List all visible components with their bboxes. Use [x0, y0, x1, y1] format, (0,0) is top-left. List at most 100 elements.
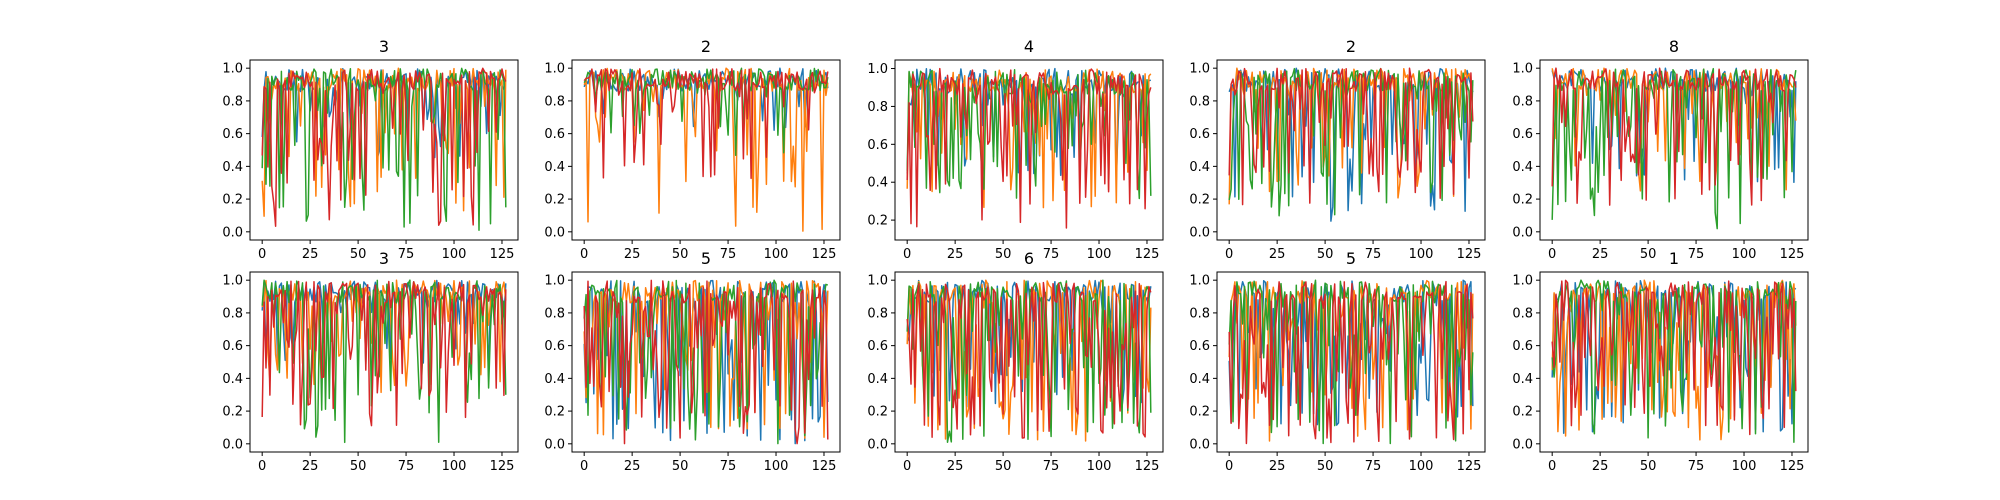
- subplot-title: 5: [1346, 249, 1356, 268]
- axes-frame: [1539, 59, 1809, 241]
- subplot-title: 3: [379, 249, 389, 268]
- y-tick-label: 0.0: [544, 437, 565, 452]
- axes-frame: [1216, 59, 1486, 241]
- x-tick-label: 100: [1732, 247, 1757, 262]
- y-tick-label: 0.2: [222, 405, 243, 420]
- y-tick-label: 1.0: [1512, 62, 1533, 77]
- series-group: [906, 279, 1152, 444]
- y-tick-label: 0.4: [867, 372, 888, 387]
- x-tick-label: 100: [1087, 247, 1112, 262]
- y-tick-label: 0.6: [1189, 127, 1210, 142]
- y-tick-label: 0.4: [1189, 160, 1210, 175]
- y-tick-label: 0.4: [1189, 372, 1210, 387]
- y-tick-label: 1.0: [222, 62, 243, 77]
- x-tick-label: 100: [1409, 459, 1434, 474]
- x-tick-label: 100: [1732, 459, 1757, 474]
- axes-frame: [1216, 271, 1486, 453]
- x-tick-label: 125: [1457, 247, 1482, 262]
- axes-frame: [249, 271, 519, 453]
- series-line-4: [1551, 279, 1797, 436]
- subplot-1: 3 0 25 50 75 100 125 0.0 0.2 0.4 0.6 0.8 1.0: [222, 37, 519, 262]
- y-tick-label: 0.8: [222, 94, 243, 109]
- y-tick-label: 0.0: [1512, 437, 1533, 452]
- x-tick-label: 125: [1457, 459, 1482, 474]
- series-group: [1228, 279, 1474, 445]
- axes-frame: [571, 59, 841, 241]
- x-tick-label: 25: [947, 247, 964, 262]
- x-tick-label: 0: [580, 459, 588, 474]
- x-tick-label: 50: [672, 247, 689, 262]
- subplot-4: 2 0 25 50 75 100 125 0.0 0.2 0.4 0.6 0.8 1.0: [1189, 37, 1486, 262]
- x-tick-label: 125: [1135, 459, 1160, 474]
- y-tick-label: 0.4: [544, 372, 565, 387]
- x-tick-label: 125: [812, 459, 837, 474]
- x-tick-label: 25: [624, 459, 641, 474]
- x-tick-label: 0: [903, 247, 911, 262]
- subplot-title: 2: [701, 37, 711, 56]
- x-tick-label: 25: [1592, 247, 1609, 262]
- x-tick-label: 125: [1780, 459, 1805, 474]
- y-tick-label: 1.0: [544, 62, 565, 77]
- x-tick-label: 0: [1225, 247, 1233, 262]
- x-tick-label: 0: [1548, 247, 1556, 262]
- x-tick-label: 100: [442, 247, 467, 262]
- subplot-title: 1: [1669, 249, 1679, 268]
- subplot-10: 1 0 25 50 75 100 125 0.0 0.2 0.4 0.6 0.8 1.0: [1512, 249, 1809, 474]
- y-tick-label: 0.2: [1189, 405, 1210, 420]
- y-tick-label: 0.2: [544, 405, 565, 420]
- subplot-5: 8 0 25 50 75 100 125 0.0 0.2 0.4 0.6 0.8 1.0: [1512, 37, 1809, 262]
- y-tick-label: 0.0: [222, 225, 243, 240]
- x-tick-label: 50: [350, 459, 367, 474]
- x-tick-label: 0: [258, 459, 266, 474]
- x-tick-label: 100: [1087, 459, 1112, 474]
- x-tick-label: 25: [1269, 459, 1286, 474]
- series-line-3: [1551, 279, 1797, 443]
- series-line-4: [261, 280, 507, 427]
- y-tick-label: 0.6: [867, 339, 888, 354]
- y-tick-label: 0.8: [867, 306, 888, 321]
- y-tick-label: 0.0: [544, 225, 565, 240]
- x-tick-label: 50: [1317, 459, 1334, 474]
- x-tick-label: 125: [1780, 247, 1805, 262]
- y-tick-label: 0.2: [1512, 405, 1533, 420]
- x-tick-label: 75: [398, 459, 415, 474]
- y-tick-label: 1.0: [544, 274, 565, 289]
- x-tick-label: 50: [995, 459, 1012, 474]
- y-tick-label: 0.2: [1189, 193, 1210, 208]
- x-tick-label: 50: [1317, 247, 1334, 262]
- x-tick-label: 75: [1365, 459, 1382, 474]
- y-tick-label: 0.2: [544, 193, 565, 208]
- y-tick-label: 0.6: [544, 127, 565, 142]
- y-tick-label: 1.0: [867, 62, 888, 77]
- series-line-4: [1228, 67, 1474, 206]
- x-tick-label: 100: [442, 459, 467, 474]
- subplot-3: 4 0 25 50 75 100 125 0.2 0.4 0.6 0.8 1.0: [867, 37, 1164, 262]
- x-tick-label: 50: [672, 459, 689, 474]
- x-tick-label: 75: [720, 247, 737, 262]
- series-line-4: [583, 279, 829, 445]
- x-tick-label: 25: [302, 247, 319, 262]
- y-tick-label: 0.4: [544, 160, 565, 175]
- y-tick-label: 0.4: [222, 372, 243, 387]
- y-tick-label: 0.8: [1189, 94, 1210, 109]
- x-tick-label: 125: [812, 247, 837, 262]
- y-tick-label: 0.2: [867, 214, 888, 229]
- y-tick-label: 0.6: [1512, 127, 1533, 142]
- subplot-8: 6 0 25 50 75 100 125 0.0 0.2 0.4 0.6 0.8 1.0: [867, 249, 1164, 474]
- y-tick-label: 0.0: [1189, 225, 1210, 240]
- subplot-2: 2 0 25 50 75 100 125 0.0 0.2 0.4 0.6 0.8 1.0: [544, 37, 841, 262]
- x-tick-label: 50: [1640, 459, 1657, 474]
- x-tick-label: 0: [580, 247, 588, 262]
- y-tick-label: 0.8: [544, 306, 565, 321]
- subplot-title: 6: [1024, 249, 1034, 268]
- y-tick-label: 0.4: [1512, 372, 1533, 387]
- series-line-3: [906, 279, 1152, 444]
- x-tick-label: 125: [490, 459, 515, 474]
- y-tick-label: 0.6: [1512, 339, 1533, 354]
- x-tick-label: 75: [1688, 247, 1705, 262]
- series-group: [1228, 67, 1474, 222]
- x-tick-label: 75: [1365, 247, 1382, 262]
- x-tick-label: 75: [1043, 459, 1060, 474]
